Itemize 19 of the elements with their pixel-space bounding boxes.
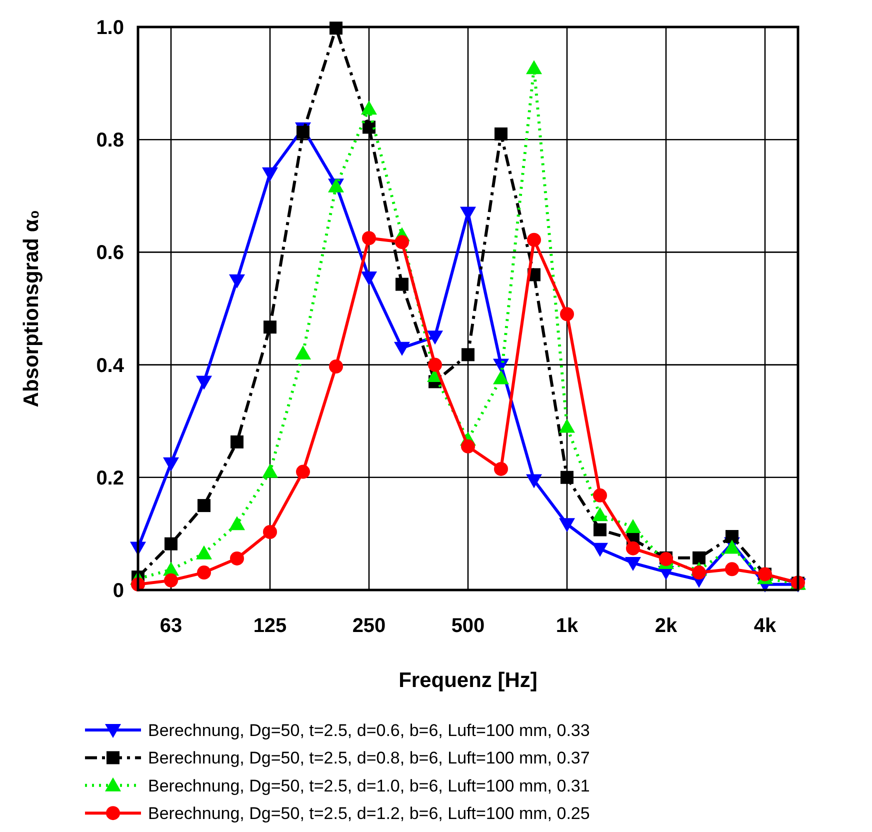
- y-tick-label: 0.8: [96, 130, 124, 152]
- x-tick-label: 125: [253, 615, 287, 637]
- y-tick-label: 0.2: [96, 467, 124, 490]
- y-tick-label: 1.0: [96, 17, 124, 39]
- x-tick-label: 4k: [754, 615, 777, 637]
- x-axis-title: Frequenz [Hz]: [398, 669, 538, 692]
- y-axis-title: Absorptionsgrad α₀: [20, 210, 43, 408]
- y-tick-label: 0.4: [96, 354, 125, 377]
- y-tick-label: 0.6: [96, 242, 124, 264]
- legend-label: Berechnung, Dg=50, t=2.5, d=0.8, b=6, Luft=100 mm, 0.37: [148, 748, 590, 768]
- legend-label: Berechnung, Dg=50, t=2.5, d=0.6, b=6, Luft=100 mm, 0.33: [148, 720, 590, 740]
- legend-label: Berechnung, Dg=50, t=2.5, d=1.2, b=6, Luft=100 mm, 0.25: [148, 804, 590, 824]
- legend-label: Berechnung, Dg=50, t=2.5, d=1.0, b=6, Luft=100 mm, 0.31: [148, 776, 590, 796]
- x-tick-label: 500: [451, 615, 485, 637]
- x-tick-label: 2k: [654, 615, 678, 637]
- x-tick-label: 1k: [556, 615, 579, 637]
- y-tick-label: 0: [112, 580, 124, 602]
- x-tick-label: 250: [352, 615, 386, 637]
- x-tick-label: 63: [160, 615, 182, 637]
